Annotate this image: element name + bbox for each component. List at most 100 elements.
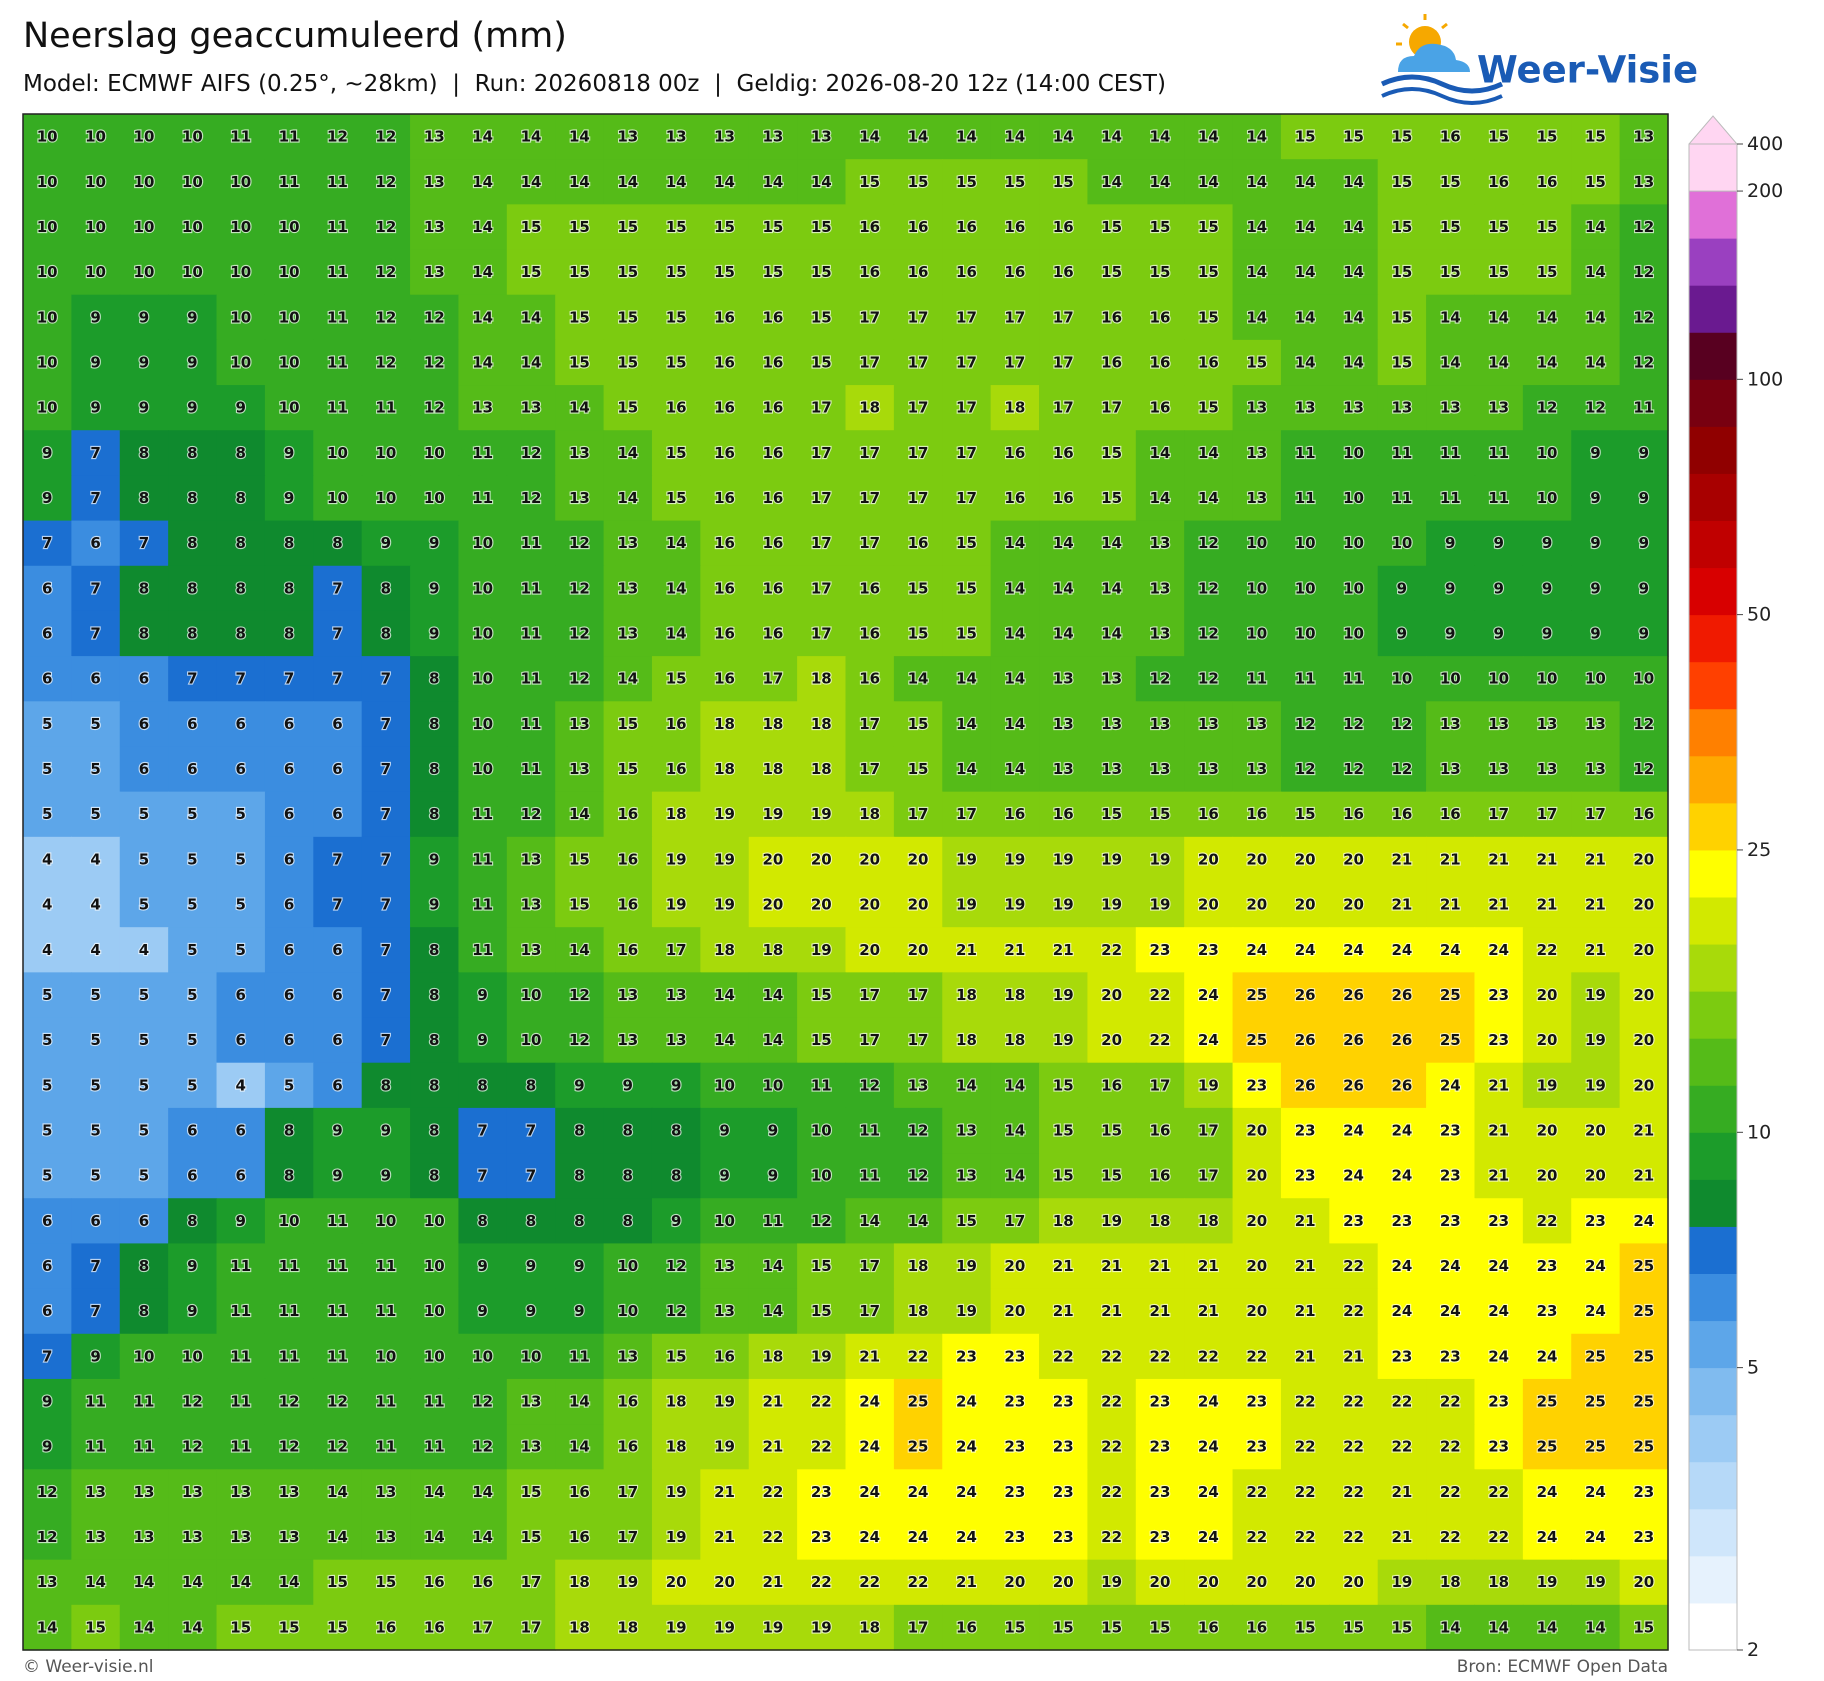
precip-cell — [1280, 114, 1330, 160]
precip-label: 7 — [381, 670, 391, 688]
precip-label: 10 — [230, 218, 251, 236]
precip-label: 11 — [1391, 444, 1412, 462]
precip-cell — [313, 1469, 363, 1516]
precip-cell — [1135, 656, 1185, 702]
precip-label: 10 — [37, 399, 58, 417]
precip-label: 7 — [236, 670, 246, 688]
precip-label: 16 — [617, 850, 638, 868]
precip-label: 13 — [617, 579, 638, 597]
precip-cell — [603, 1604, 653, 1651]
precip-label: 23 — [1633, 1483, 1654, 1501]
precip-label: 14 — [521, 308, 542, 326]
precip-label: 24 — [1198, 1438, 1219, 1456]
precip-label: 15 — [569, 308, 590, 326]
precip-cell — [1135, 1604, 1185, 1651]
precip-label: 14 — [1053, 128, 1074, 146]
precip-cell — [71, 1288, 121, 1335]
precip-label: 22 — [1488, 1483, 1509, 1501]
precip-label: 6 — [42, 1212, 52, 1230]
precip-label: 23 — [1004, 1528, 1025, 1546]
precip-cell — [1039, 1378, 1089, 1425]
precip-label: 26 — [1343, 1076, 1364, 1094]
precip-label: 20 — [666, 1573, 687, 1591]
precip-label: 12 — [1537, 399, 1558, 417]
precip-cell — [1619, 1514, 1669, 1561]
precip-cell — [264, 1288, 314, 1335]
precip-label: 8 — [429, 670, 439, 688]
precip-cell — [1280, 1107, 1330, 1154]
precip-cell — [555, 1288, 605, 1335]
precip-label: 10 — [1246, 534, 1267, 552]
precip-cell — [168, 1424, 218, 1470]
precip-cell — [555, 1153, 605, 1199]
precip-label: 20 — [1246, 1302, 1267, 1320]
precip-label: 11 — [375, 1393, 396, 1411]
precip-cell — [1377, 656, 1427, 702]
precip-cell — [361, 1378, 411, 1425]
precip-cell — [1377, 294, 1427, 341]
precip-label: 14 — [1246, 308, 1267, 326]
precip-label: 19 — [956, 850, 977, 868]
precip-cell — [1619, 565, 1669, 612]
precip-label: 21 — [1295, 1302, 1316, 1320]
precip-cell — [748, 701, 798, 748]
precip-label: 14 — [424, 1528, 445, 1546]
precip-label: 22 — [1246, 1483, 1267, 1501]
precip-cell — [1039, 882, 1089, 928]
precip-label: 15 — [908, 715, 929, 733]
precip-label: 20 — [859, 896, 880, 914]
precip-label: 16 — [762, 579, 783, 597]
precip-label: 24 — [1343, 941, 1364, 959]
precip-cell — [1280, 385, 1330, 431]
precip-cell — [700, 339, 750, 386]
precip-label: 7 — [381, 805, 391, 823]
precip-cell — [1426, 294, 1476, 341]
precip-cell — [1329, 475, 1379, 522]
precip-cell — [23, 249, 72, 296]
precip-cell — [506, 1153, 556, 1199]
precip-cell — [990, 1514, 1040, 1561]
precip-label: 8 — [187, 625, 197, 643]
precip-label: 14 — [569, 173, 590, 191]
precip-cell — [603, 791, 653, 838]
precip-label: 13 — [1633, 173, 1654, 191]
precip-label: 8 — [187, 489, 197, 507]
precip-label: 14 — [762, 986, 783, 1004]
colorbar-segment — [1689, 1461, 1737, 1510]
precip-label: 20 — [1004, 1302, 1025, 1320]
precip-label: 20 — [1246, 1257, 1267, 1275]
precip-label: 20 — [1004, 1257, 1025, 1275]
precip-label: 17 — [1198, 1167, 1219, 1185]
precip-label: 15 — [1488, 128, 1509, 146]
precip-cell — [119, 882, 169, 928]
precip-label: 12 — [1633, 353, 1654, 371]
precip-label: 8 — [139, 1257, 149, 1275]
precip-label: 10 — [279, 399, 300, 417]
precip-label: 17 — [811, 489, 832, 507]
precip-cell — [651, 1469, 701, 1516]
precip-label: 15 — [908, 760, 929, 778]
precip-label: 11 — [521, 760, 542, 778]
precip-label: 15 — [811, 308, 832, 326]
precip-cell — [893, 114, 943, 160]
footer-left: © Weer-visie.nl — [23, 1657, 153, 1677]
precip-cell — [1474, 1243, 1524, 1290]
precip-label: 6 — [139, 715, 149, 733]
precip-cell — [264, 475, 314, 522]
precip-cell — [1087, 1559, 1137, 1606]
precip-cell — [893, 159, 943, 205]
precip-cell — [1232, 520, 1282, 567]
precip-label: 10 — [521, 1347, 542, 1365]
colorbar-tick-label: 5 — [1747, 1357, 1759, 1379]
precip-cell — [1232, 1243, 1282, 1290]
precip-label: 15 — [617, 218, 638, 236]
precip-label: 13 — [1343, 399, 1364, 417]
precip-cell — [1232, 1288, 1282, 1335]
precip-label: 20 — [1537, 1031, 1558, 1049]
precip-cell — [603, 1107, 653, 1154]
precip-label: 11 — [1488, 444, 1509, 462]
precip-cell — [1329, 1062, 1379, 1109]
precip-label: 14 — [1004, 128, 1025, 146]
precip-label: 19 — [666, 1618, 687, 1636]
precip-label: 21 — [1198, 1257, 1219, 1275]
